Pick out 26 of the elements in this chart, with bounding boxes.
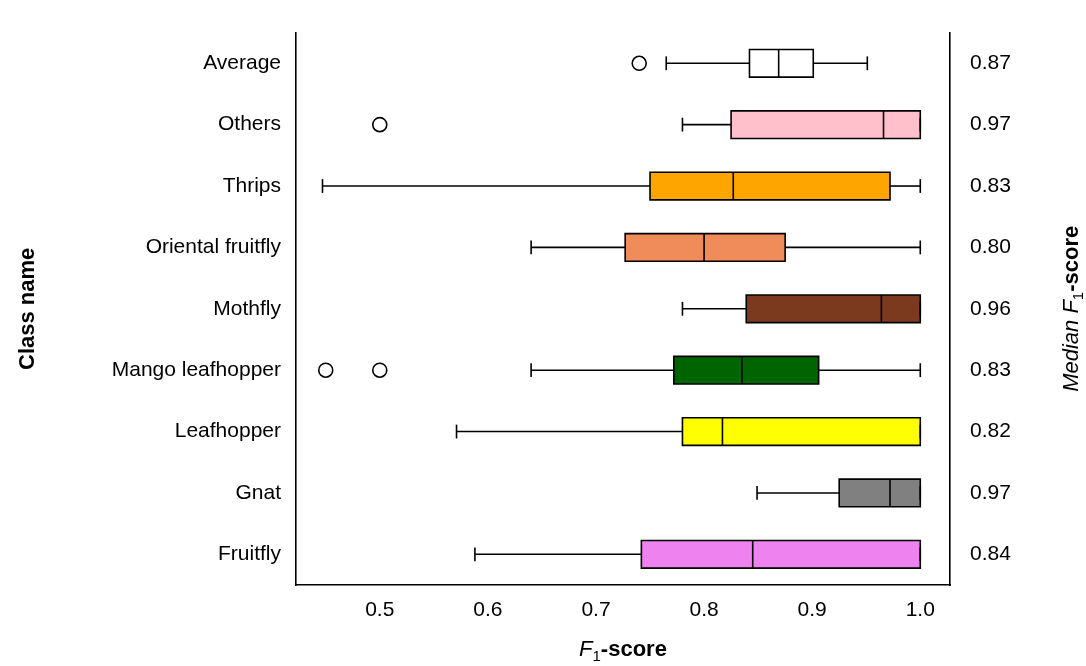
y2-tick-label: 0.97 [970, 479, 1011, 503]
x-tick-label: 0.7 [581, 597, 611, 621]
x-tick-label: 0.8 [689, 597, 719, 621]
x-tick-label: 0.9 [797, 597, 827, 621]
y-tick-label: Gnat [235, 479, 282, 503]
y-tick-label: Others [217, 111, 281, 135]
y-tick-label: Oriental fruitfly [145, 234, 282, 258]
y2-tick-label: 0.80 [970, 234, 1011, 258]
y-tick-label: Mothfly [213, 295, 282, 319]
y2-axis-title: Median F1-score [1058, 225, 1086, 392]
y2-tick-label: 0.83 [970, 356, 1011, 380]
y2-tick-label: 0.87 [970, 50, 1011, 74]
x-tick-label: 1.0 [905, 597, 935, 621]
y-tick-label: Mango leafhopper [111, 356, 281, 380]
y2-tick-label: 0.97 [970, 111, 1011, 135]
y-tick-label: Fruitfly [218, 541, 282, 565]
y-tick-label: Leafhopper [174, 418, 281, 442]
y-tick-label: Average [203, 50, 281, 74]
y2-tick-label: 0.96 [970, 295, 1011, 319]
y2-tick-label: 0.82 [970, 418, 1011, 442]
y2-tick-label: 0.83 [970, 172, 1011, 196]
y-axis-title: Class name [14, 247, 40, 370]
x-tick-label: 0.6 [473, 597, 503, 621]
y2-tick-label: 0.84 [970, 541, 1012, 565]
y-tick-label: Thrips [222, 172, 281, 196]
x-tick-label: 0.5 [365, 597, 395, 621]
